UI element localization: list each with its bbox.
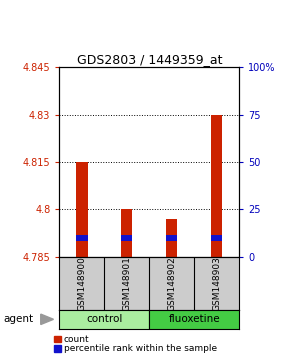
Text: GSM148900: GSM148900 — [77, 256, 86, 311]
Text: GSM148901: GSM148901 — [122, 256, 131, 311]
Text: count: count — [64, 335, 89, 344]
Text: percentile rank within the sample: percentile rank within the sample — [64, 344, 217, 353]
Bar — [121, 209, 133, 257]
Text: control: control — [86, 314, 123, 324]
Bar — [166, 219, 177, 257]
Bar — [76, 235, 88, 241]
Title: GDS2803 / 1449359_at: GDS2803 / 1449359_at — [77, 53, 222, 66]
Text: agent: agent — [3, 314, 33, 324]
Bar — [211, 235, 222, 241]
Bar — [166, 235, 177, 241]
Text: GSM148902: GSM148902 — [167, 256, 176, 311]
Text: GSM148903: GSM148903 — [212, 256, 221, 311]
Bar — [76, 162, 88, 257]
Bar — [121, 235, 133, 241]
Bar — [59, 310, 149, 329]
Polygon shape — [41, 314, 53, 325]
Bar — [149, 310, 239, 329]
Text: fluoxetine: fluoxetine — [168, 314, 220, 324]
Bar — [211, 115, 222, 257]
